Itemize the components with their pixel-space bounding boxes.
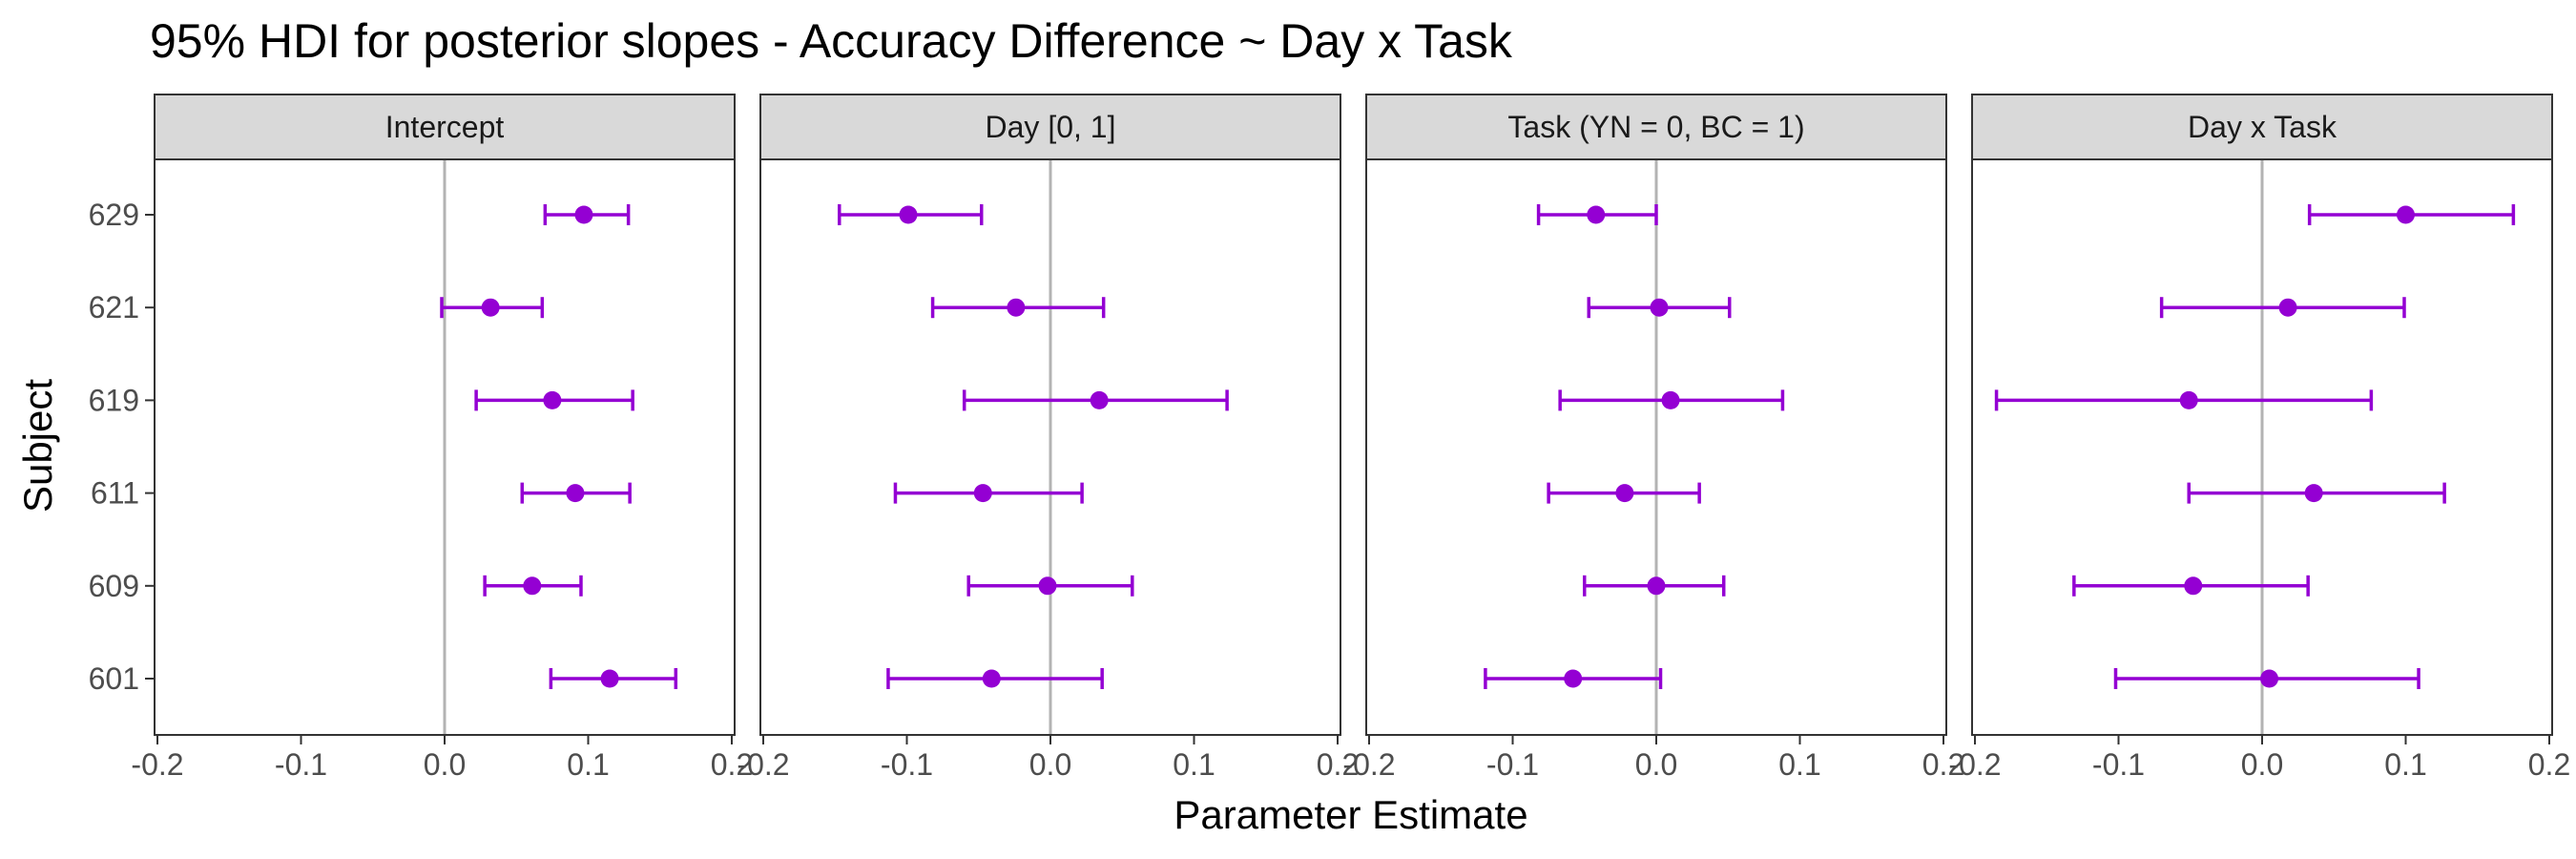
estimate-point: [481, 298, 500, 317]
facet-strip-label: Intercept: [385, 110, 505, 144]
estimate-point: [566, 484, 585, 503]
estimate-point: [2278, 298, 2297, 317]
x-tick-label: 0.1: [1173, 747, 1215, 782]
estimate-point: [1038, 576, 1057, 596]
estimate-point: [2179, 390, 2198, 409]
facet-panel: Intercept -0.2 -0.1 0.0 0.1 0.2: [131, 94, 753, 782]
estimate-point: [982, 669, 1001, 688]
x-tick-label: -0.2: [737, 747, 789, 782]
y-tick-label: 619: [89, 383, 139, 417]
estimate-point: [600, 669, 619, 688]
x-tick-label: -0.1: [2092, 747, 2145, 782]
x-tick-label: 0.2: [711, 747, 753, 782]
estimate-point: [2304, 484, 2323, 503]
x-tick-label: 0.2: [1317, 747, 1359, 782]
x-tick-label: 0.2: [1922, 747, 1964, 782]
x-tick-label: -0.2: [131, 747, 183, 782]
estimate-point: [1090, 390, 1109, 409]
facet-panel: Day [0, 1] -0.2 -0.1 0.0 0.1 0.2: [737, 94, 1359, 782]
estimate-point: [2260, 669, 2279, 688]
estimate-point: [973, 484, 992, 503]
y-tick-label: 611: [91, 476, 139, 511]
x-tick-label: -0.1: [1486, 747, 1539, 782]
facet-strip: [759, 94, 1341, 160]
chart-title: 95% HDI for posterior slopes - Accuracy …: [150, 14, 1513, 68]
facet-panel: Task (YN = 0, BC = 1) -0.2 -0.1 0.0 0.1 0.2: [1342, 94, 1964, 782]
estimate-point: [1007, 298, 1026, 317]
y-tick-label: 601: [89, 661, 139, 696]
facet-strip: [1971, 94, 2553, 160]
x-tick-label: 0.1: [567, 747, 609, 782]
x-tick-label: 0.0: [1635, 747, 1677, 782]
facet-strip-label: Task (YN = 0, BC = 1): [1507, 110, 1804, 144]
facet-strip-label: Day x Task: [2188, 110, 2337, 144]
x-tick-label: 0.0: [2241, 747, 2283, 782]
estimate-point: [1647, 576, 1666, 596]
estimate-point: [543, 390, 562, 409]
facet-strip-label: Day [0, 1]: [986, 110, 1116, 144]
y-tick-label: 609: [89, 569, 139, 603]
x-tick-label: 0.0: [1029, 747, 1071, 782]
estimate-point: [1587, 205, 1606, 224]
x-tick-label: 0.1: [2384, 747, 2426, 782]
estimate-point: [1650, 298, 1669, 317]
estimate-point: [1615, 484, 1634, 503]
estimate-point: [574, 205, 593, 224]
estimate-point: [523, 576, 542, 596]
facet-strip: [1365, 94, 1947, 160]
x-tick-label: 0.0: [424, 747, 466, 782]
x-tick-label: 0.2: [2528, 747, 2570, 782]
estimate-point: [899, 205, 918, 224]
x-tick-label: -0.2: [1342, 747, 1395, 782]
x-axis-title: Parameter Estimate: [1174, 792, 1527, 837]
y-axis-ticks: 629 621 619 611 609 601: [89, 198, 155, 696]
y-tick-label: 629: [89, 198, 139, 232]
facet-panel: Day x Task -0.2 -0.1 0.0 0.1 0.2: [1948, 94, 2570, 782]
estimate-point: [2184, 576, 2203, 596]
estimate-point: [1661, 390, 1680, 409]
y-axis-title: Subject: [15, 379, 60, 513]
estimate-point: [1564, 669, 1583, 688]
x-tick-label: -0.1: [275, 747, 327, 782]
x-tick-label: 0.1: [1778, 747, 1820, 782]
estimate-point: [2397, 205, 2415, 224]
y-tick-label: 621: [89, 290, 139, 325]
facet-panels: Intercept -0.2 -0.1 0.0 0.1 0.2 Day [0, 1] -0.2…: [131, 94, 2570, 782]
x-tick-label: -0.1: [881, 747, 933, 782]
x-tick-label: -0.2: [1948, 747, 2001, 782]
facet-strip: [154, 94, 736, 160]
